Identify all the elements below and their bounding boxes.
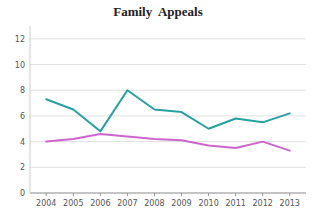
y-tick-label: 0 bbox=[20, 189, 25, 198]
x-axis-line bbox=[30, 193, 306, 194]
x-tick-label: 2006 bbox=[90, 199, 110, 208]
x-tick bbox=[127, 193, 128, 196]
x-tick bbox=[154, 193, 155, 196]
chart: 0 2 4 6 8 10 12 2004 2005 2006 2007 2008 2009 2010 201… bbox=[0, 0, 316, 215]
x-tick-label: 2008 bbox=[144, 199, 164, 208]
x-tick bbox=[289, 193, 290, 196]
x-tick-label: 2011 bbox=[225, 199, 245, 208]
y-tick-label: 2 bbox=[20, 163, 25, 172]
grid-line bbox=[30, 167, 306, 168]
grid-line bbox=[30, 64, 306, 65]
x-tick bbox=[262, 193, 263, 196]
series-line bbox=[46, 134, 290, 151]
grid-line bbox=[30, 38, 306, 39]
x-tick-label: 2007 bbox=[117, 199, 137, 208]
x-tick bbox=[235, 193, 236, 196]
x-tick-label: 2012 bbox=[253, 199, 273, 208]
y-axis-line bbox=[30, 26, 31, 193]
title: Family Appeals bbox=[113, 4, 203, 19]
plot-area bbox=[46, 90, 290, 150]
x-tick-label: 2013 bbox=[280, 199, 300, 208]
series-line bbox=[46, 90, 290, 131]
grid-line bbox=[30, 115, 306, 116]
x-tick bbox=[181, 193, 182, 196]
x-tick bbox=[208, 193, 209, 196]
x-tick-label: 2010 bbox=[198, 199, 218, 208]
y-tick-label: 10 bbox=[15, 61, 25, 70]
x-tick-label: 2005 bbox=[63, 199, 83, 208]
x-tick bbox=[46, 193, 47, 196]
grid-line bbox=[30, 193, 306, 194]
grid-line bbox=[30, 90, 306, 91]
x-tick bbox=[100, 193, 101, 196]
x-tick-label: 2004 bbox=[36, 199, 56, 208]
y-tick-label: 8 bbox=[20, 86, 25, 95]
y-tick-label: 4 bbox=[20, 138, 25, 147]
x-tick bbox=[73, 193, 74, 196]
y-tick-label: 6 bbox=[20, 112, 25, 121]
x-tick-label: 2009 bbox=[171, 199, 191, 208]
y-tick-label: 12 bbox=[15, 35, 25, 44]
